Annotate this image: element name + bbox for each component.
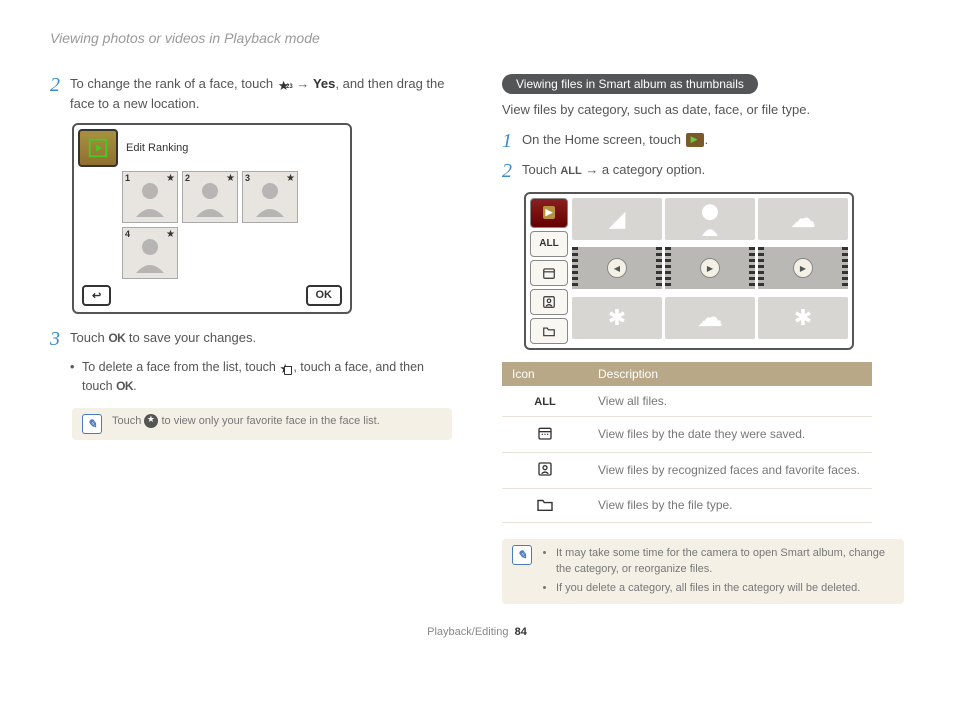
right-column: Viewing files in Smart album as thumbnai…: [502, 74, 904, 604]
thumb: ✱: [572, 297, 662, 339]
edit-ranking-label: Edit Ranking: [126, 142, 188, 154]
tip-icon: ✎: [512, 545, 532, 565]
step-3: 3 Touch OK to save your changes.: [50, 328, 452, 350]
th-desc: Description: [588, 362, 872, 386]
intro-text: View files by category, such as date, fa…: [502, 100, 904, 120]
playback-app-icon: [686, 133, 704, 147]
table-row: ALL View all files.: [502, 386, 872, 417]
thumb: ☁: [665, 297, 755, 339]
back-button[interactable]: ↩: [82, 285, 111, 306]
ranking-mode-icon: [78, 129, 118, 167]
face-thumb: 2★: [182, 171, 238, 223]
thumb-video: ▶: [665, 247, 755, 289]
album-tab[interactable]: ▶: [530, 198, 568, 228]
step3-pre: Touch: [70, 330, 108, 345]
face-icon: [537, 461, 553, 477]
all-icon-text: ALL: [560, 165, 581, 177]
face-tab[interactable]: [530, 289, 568, 315]
face-thumb: 1★: [122, 171, 178, 223]
calendar-icon: [537, 425, 553, 441]
thumb: [665, 198, 755, 240]
table-row: View files by the file type.: [502, 488, 872, 522]
page-footer: Playback/Editing 84: [50, 626, 904, 638]
page-header: Viewing photos or videos in Playback mod…: [50, 30, 904, 46]
step2-text-pre: To change the rank of a face, touch: [70, 76, 277, 91]
star-delete-icon: [279, 361, 293, 375]
face-thumb: 3★: [242, 171, 298, 223]
thumb: ☁: [758, 198, 848, 240]
tip-icon: ✎: [82, 414, 102, 434]
thumb-video: ◀: [572, 247, 662, 289]
ok-button[interactable]: OK: [306, 285, 343, 306]
r-step-2: 2 Touch ALL → a category option.: [502, 160, 904, 182]
tip-bullet: If you delete a category, all files in t…: [556, 580, 894, 597]
step2-yes: Yes: [313, 76, 335, 91]
ok-icon-text: OK: [108, 331, 125, 345]
star-rank-icon: [278, 78, 292, 92]
step3-post: to save your changes.: [125, 330, 256, 345]
r-step-1: 1 On the Home screen, touch .: [502, 130, 904, 152]
ok-icon-text: OK: [116, 379, 133, 393]
step-number: 2: [502, 160, 522, 182]
all-tab[interactable]: ALL: [530, 231, 568, 257]
left-column: 2 To change the rank of a face, touch → …: [50, 74, 452, 604]
th-icon: Icon: [502, 362, 588, 386]
calendar-tab[interactable]: [530, 260, 568, 286]
thumb: ✱: [758, 297, 848, 339]
tip-box: ✎ Touch to view only your favorite face …: [72, 408, 452, 440]
thumb: ◢: [572, 198, 662, 240]
all-icon: ALL: [534, 396, 555, 408]
favorite-star-icon: [144, 414, 158, 428]
step-number: 2: [50, 74, 70, 96]
table-row: View files by the date they were saved.: [502, 416, 872, 452]
edit-ranking-mock: Edit Ranking 1★ 2★ 3★ 4★ ↩ OK: [72, 123, 352, 314]
smart-album-mock: ▶ ALL ◢ ☁ ◀ ▶ ▶ ✱ ☁ ✱: [524, 192, 854, 350]
tip-box: ✎ It may take some time for the camera t…: [502, 539, 904, 605]
delete-face-bullet: • To delete a face from the list, touch …: [70, 358, 452, 396]
folder-tab[interactable]: [530, 318, 568, 344]
step2-text-arrow: →: [293, 76, 313, 91]
section-pill: Viewing files in Smart album as thumbnai…: [502, 74, 758, 94]
icon-description-table: Icon Description ALL View all files. Vie…: [502, 362, 872, 523]
step-number: 3: [50, 328, 70, 350]
tip-bullet: It may take some time for the camera to …: [556, 545, 894, 578]
table-row: View files by recognized faces and favor…: [502, 452, 872, 488]
thumb-video: ▶: [758, 247, 848, 289]
face-thumb: 4★: [122, 227, 178, 279]
step-2: 2 To change the rank of a face, touch → …: [50, 74, 452, 113]
folder-icon: [536, 497, 554, 511]
step-number: 1: [502, 130, 522, 152]
